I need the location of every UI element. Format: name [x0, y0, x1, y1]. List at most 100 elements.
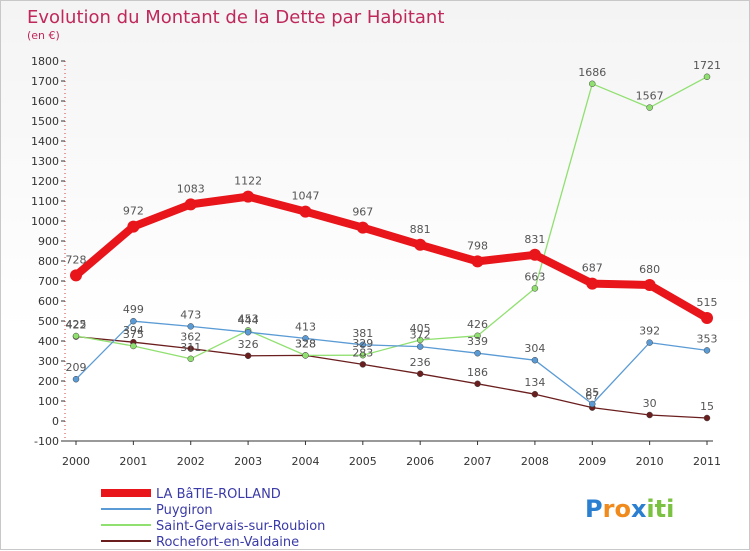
data-point [646, 104, 653, 111]
data-label: 311 [180, 341, 201, 354]
data-point [72, 375, 80, 383]
data-point [474, 349, 481, 357]
data-label: 134 [524, 376, 545, 389]
y-tick-label: 900 [38, 235, 59, 248]
data-point [299, 205, 312, 218]
data-label: 392 [639, 325, 660, 338]
data-label: 15 [700, 400, 714, 413]
data-label: 339 [467, 335, 488, 348]
proxiti-logo: Proxiti [585, 495, 674, 523]
data-label: 186 [467, 366, 488, 379]
data-point [703, 73, 711, 81]
logo-letter: t [655, 495, 666, 523]
x-tick-label: 2004 [291, 455, 319, 468]
x-tick-label: 2002 [177, 455, 205, 468]
data-point [646, 411, 653, 419]
x-tick-label: 2001 [119, 455, 147, 468]
data-label: 1122 [234, 175, 262, 188]
data-label: 413 [295, 320, 316, 333]
logo-letter: r [603, 495, 615, 523]
data-point [414, 238, 427, 251]
data-label: 1721 [693, 59, 721, 72]
y-tick-label: 1700 [31, 75, 59, 88]
series-line [75, 76, 708, 360]
series-line [72, 192, 711, 322]
y-tick-label: 1500 [31, 115, 59, 128]
data-point [244, 328, 252, 336]
data-label: 30 [643, 397, 657, 410]
data-label: 967 [352, 206, 373, 219]
x-tick-label: 2010 [636, 455, 664, 468]
y-tick-label: 600 [38, 295, 59, 308]
data-point [471, 255, 484, 268]
y-tick-label: 200 [38, 375, 59, 388]
data-label: 304 [524, 342, 545, 355]
data-label: 1567 [636, 90, 664, 103]
data-point [302, 335, 309, 342]
y-tick-label: 1800 [31, 55, 59, 68]
data-label: 687 [582, 262, 603, 275]
logo-letter: P [585, 495, 603, 523]
data-point [643, 279, 656, 291]
data-label: 425 [66, 318, 87, 331]
data-label: 353 [697, 332, 718, 345]
data-point [187, 345, 194, 352]
axes: -100 0 100 200 300 400 500 600 700 800 900 1000 1100… [31, 55, 721, 468]
data-label: 1083 [177, 182, 205, 195]
data-label: 680 [639, 263, 660, 276]
data-point [359, 341, 367, 349]
legend-label: LA BâTIE-ROLLAND [156, 487, 281, 502]
data-label: 326 [238, 338, 259, 351]
data-point [70, 269, 82, 282]
data-point [703, 414, 711, 422]
data-point [531, 356, 539, 364]
data-label: 381 [352, 327, 373, 340]
data-point [416, 370, 424, 378]
data-point [528, 248, 541, 261]
data-label: 798 [467, 239, 488, 252]
data-point [474, 380, 481, 388]
data-point [646, 339, 653, 346]
data-point [359, 361, 367, 368]
x-tick-label: 2006 [406, 455, 434, 468]
legend-label: Rochefort-en-Valdaine [156, 535, 299, 550]
data-point [130, 342, 137, 350]
data-label: 372 [410, 329, 431, 342]
y-tick-label: 1600 [31, 95, 59, 108]
data-label: 499 [123, 303, 144, 316]
y-tick-label: 1000 [31, 215, 59, 228]
y-tick-label: 1100 [31, 195, 59, 208]
y-tick-label: 1200 [31, 175, 59, 188]
data-point [242, 190, 255, 203]
data-label: 972 [123, 205, 144, 218]
data-label: 67 [585, 390, 599, 403]
data-label: 1047 [291, 190, 319, 203]
logo-letter: i [646, 495, 654, 523]
logo-letter: o [614, 495, 631, 523]
data-label: 881 [410, 223, 431, 236]
data-label: 405 [410, 322, 431, 335]
data-label: 328 [295, 337, 316, 350]
data-point [130, 317, 137, 325]
data-label: 453 [238, 312, 259, 325]
y-tick-label: 100 [38, 395, 59, 408]
data-label: 209 [66, 361, 87, 374]
chart-subtitle: (en €) [27, 29, 60, 42]
data-label: 283 [352, 346, 373, 359]
data-point [127, 220, 140, 233]
data-label: 444 [238, 314, 259, 327]
data-point [703, 347, 711, 354]
data-point [589, 80, 596, 88]
data-point [701, 312, 713, 324]
data-point [586, 277, 599, 290]
x-tick-label: 2005 [349, 455, 377, 468]
data-point [474, 332, 481, 340]
y-tick-label: -100 [34, 435, 59, 448]
data-label: 328 [295, 337, 316, 350]
x-tick-label: 2000 [62, 455, 90, 468]
data-label: 422 [66, 319, 87, 332]
data-point [187, 355, 194, 363]
data-point [359, 351, 367, 359]
